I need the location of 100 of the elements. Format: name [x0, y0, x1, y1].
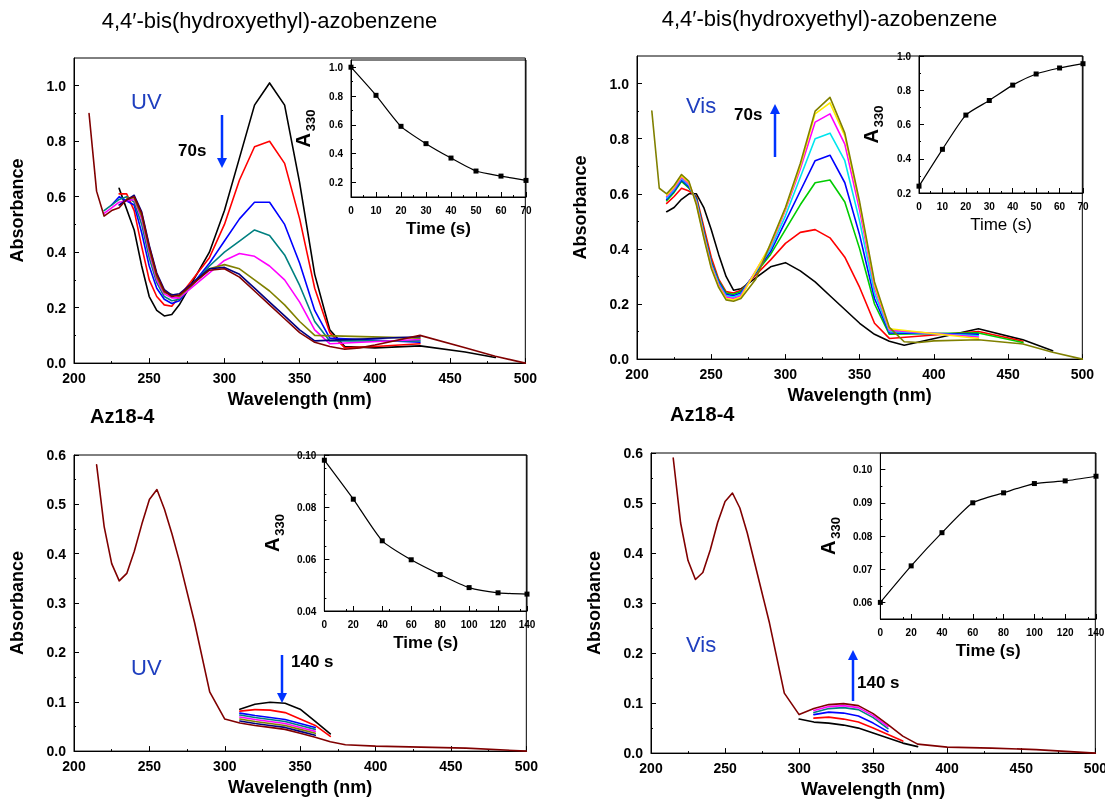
y-tick-label: 0.6 [46, 447, 67, 463]
x-tick-label: 40 [1007, 200, 1019, 212]
x-tick-label: 30 [420, 204, 432, 216]
y-tick-label: 1.0 [609, 75, 630, 92]
point [437, 572, 443, 578]
y-tick-label: 0.4 [623, 545, 644, 562]
x-tick-label: 40 [445, 204, 457, 216]
y-tick-label: 0.4 [609, 240, 630, 257]
x-tick-label: 60 [495, 204, 507, 216]
x-tick-label: 10 [370, 204, 382, 216]
line-series [239, 708, 332, 738]
x-tick-label: 200 [625, 366, 649, 383]
x-tick-label: 450 [439, 758, 463, 775]
y-tick-label: 0.0 [46, 355, 67, 372]
y-tick-label: 0.2 [897, 187, 912, 199]
annotation: 70s [734, 105, 763, 125]
chart-title: 4,4′-bis(hydroxyethyl)-azobenzene [101, 7, 438, 33]
x-tick-label: 80 [434, 618, 447, 630]
y-tick-label: 0.6 [46, 188, 67, 205]
y-tick-label: 0.6 [623, 445, 644, 461]
y-tick-label: 0.0 [623, 745, 644, 762]
y-tick-label: 0.0 [46, 743, 67, 760]
y-tick-label: 0.0 [609, 351, 630, 368]
y-axis-title: A330 [860, 105, 886, 144]
line-series [813, 711, 889, 733]
y-tick-label: 0.06 [852, 596, 873, 608]
x-tick-label: 300 [773, 366, 798, 383]
x-axis-title: Wavelength (nm) [227, 777, 373, 797]
chart-title: Az18-4 [670, 403, 736, 425]
annotation: 140 s [291, 652, 334, 672]
x-axis-title: Wavelength (nm) [800, 779, 946, 799]
point [1080, 61, 1086, 67]
x-tick-label: 300 [213, 758, 237, 775]
y-tick-label: 0.10 [852, 464, 873, 476]
point [379, 538, 385, 544]
y-axis-title: Absorbance [584, 551, 604, 656]
point [373, 92, 379, 98]
x-tick-label: 400 [363, 758, 388, 775]
y-tick-label: 0.6 [897, 119, 912, 130]
y-tick-label: 0.5 [623, 495, 644, 512]
x-tick-label: 40 [936, 626, 948, 638]
y-tick-label: 1.0 [329, 61, 344, 73]
point [1033, 71, 1039, 77]
point [939, 530, 945, 536]
point [1057, 65, 1063, 71]
x-tick-label: 100 [460, 618, 478, 630]
point [916, 183, 922, 189]
x-tick-label: 50 [1030, 200, 1043, 212]
x-tick-label: 450 [1009, 760, 1034, 777]
x-tick-label: 350 [847, 366, 872, 383]
y-tick-label: 0.5 [46, 496, 67, 513]
annotation: UV [131, 655, 162, 681]
y-tick-label: 0.07 [852, 563, 873, 575]
x-tick-label: 60 [1054, 200, 1066, 212]
x-tick-label: 0 [348, 204, 355, 216]
y-tick-label: 0.8 [46, 133, 67, 150]
x-tick-label: 50 [470, 204, 482, 216]
point [908, 563, 914, 569]
y-tick-label: 0.08 [296, 501, 317, 513]
x-tick-label: 250 [137, 370, 162, 387]
y-tick-label: 0.2 [609, 295, 630, 312]
x-tick-label: 40 [376, 618, 389, 630]
x-tick-label: 500 [1070, 366, 1095, 383]
x-axis-title: Time (s) [406, 218, 471, 238]
x-tick-label: 0 [916, 200, 923, 212]
x-tick-label: 450 [438, 370, 462, 387]
x-tick-label: 0 [877, 626, 884, 638]
annotation: 70s [178, 141, 207, 161]
point [408, 557, 414, 563]
y-tick-label: 0.08 [852, 530, 873, 542]
line-series [798, 718, 919, 748]
x-tick-label: 60 [967, 626, 979, 638]
chart-title: Az18-4 [90, 405, 156, 427]
x-tick-label: 80 [998, 626, 1010, 638]
x-tick-label: 120 [1056, 626, 1074, 638]
y-tick-label: 0.1 [46, 693, 67, 710]
x-tick-label: 300 [212, 370, 237, 387]
point [498, 173, 504, 179]
x-tick-label: 500 [514, 758, 539, 775]
x-tick-label: 60 [405, 618, 418, 630]
point [986, 98, 992, 104]
y-tick-label: 0.8 [609, 130, 630, 147]
y-tick-label: 0.8 [897, 84, 912, 96]
x-tick-label: 0 [321, 618, 328, 630]
x-tick-label: 120 [489, 618, 507, 630]
x-tick-label: 20 [905, 626, 918, 638]
annotation: Vis [686, 632, 717, 658]
point [350, 496, 356, 502]
y-tick-label: 0.3 [46, 595, 67, 612]
y-axis-title: A330 [292, 109, 318, 148]
x-tick-label: 250 [137, 758, 162, 775]
x-tick-label: 400 [935, 760, 960, 777]
x-tick-label: 450 [996, 366, 1020, 383]
x-tick-label: 350 [287, 370, 312, 387]
y-tick-label: 0.09 [852, 497, 873, 509]
y-tick-label: 1.0 [46, 77, 67, 94]
point [523, 177, 529, 183]
point [398, 123, 404, 129]
y-tick-label: 0.4 [329, 148, 344, 160]
y-tick-label: 0.10 [296, 449, 317, 461]
